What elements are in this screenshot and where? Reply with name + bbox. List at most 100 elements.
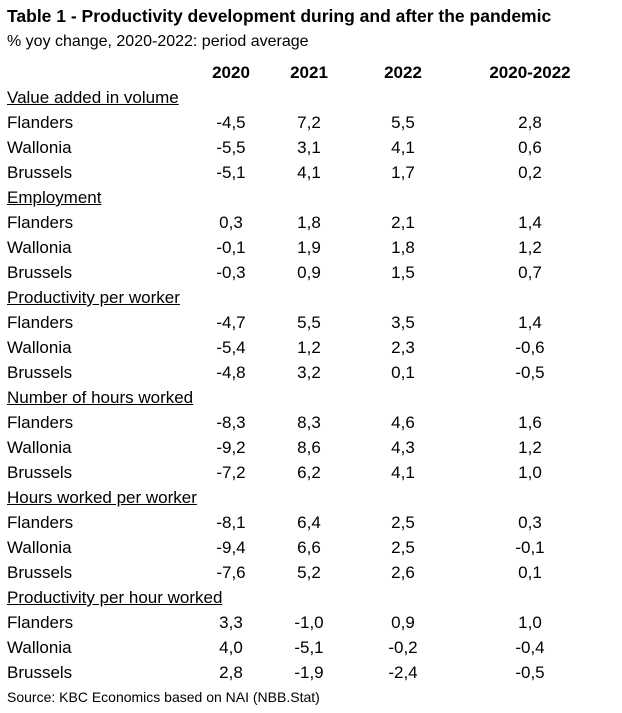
value-cell: 0,2 <box>518 163 542 182</box>
value-cell: 4,0 <box>219 638 243 657</box>
value-cell: 1,4 <box>518 313 542 332</box>
productivity-table: 2020 2021 2022 2020-2022 Value added in … <box>0 60 622 685</box>
value-cell: 1,0 <box>518 463 542 482</box>
value-cell: -7,2 <box>216 463 246 482</box>
value-cell: -8,1 <box>216 513 246 532</box>
region-label: Wallonia <box>7 138 72 157</box>
column-header: 2020-2022 <box>489 63 571 82</box>
value-cell: -9,4 <box>216 538 246 557</box>
value-cell: -7,6 <box>216 563 246 582</box>
value-cell: -0,1 <box>216 238 246 257</box>
value-cell: -1,0 <box>294 613 324 632</box>
value-cell: 1,0 <box>518 613 542 632</box>
value-cell: 1,8 <box>297 213 321 232</box>
region-label: Brussels <box>7 363 73 382</box>
value-cell: 0,6 <box>518 138 542 157</box>
region-label: Wallonia <box>7 438 72 457</box>
section-row: Productivity per hour worked <box>0 585 622 610</box>
value-cell: -4,7 <box>216 313 246 332</box>
table-row: Wallonia -9,4 6,6 2,5 -0,1 <box>0 535 622 560</box>
column-header: 2021 <box>290 63 328 82</box>
region-label: Brussels <box>7 563 73 582</box>
value-cell: 0,7 <box>518 263 542 282</box>
region-label: Brussels <box>7 663 73 682</box>
value-cell: 8,6 <box>297 438 321 457</box>
table-row: Wallonia -9,2 8,6 4,3 1,2 <box>0 435 622 460</box>
region-label: Wallonia <box>7 238 72 257</box>
table-row: Flanders -4,7 5,5 3,5 1,4 <box>0 310 622 335</box>
value-cell: 8,3 <box>297 413 321 432</box>
region-label: Brussels <box>7 263 73 282</box>
value-cell: 1,8 <box>391 238 415 257</box>
section-heading: Productivity per hour worked <box>7 588 223 607</box>
value-cell: 1,9 <box>297 238 321 257</box>
table-row: Brussels -7,6 5,2 2,6 0,1 <box>0 560 622 585</box>
table-row: Flanders 0,3 1,8 2,1 1,4 <box>0 210 622 235</box>
region-label: Wallonia <box>7 538 72 557</box>
region-label: Brussels <box>7 463 73 482</box>
value-cell: 3,1 <box>297 138 321 157</box>
value-cell: -0,6 <box>515 338 545 357</box>
value-cell: 0,1 <box>518 563 542 582</box>
table-row: Wallonia -5,5 3,1 4,1 0,6 <box>0 135 622 160</box>
value-cell: -0,5 <box>515 363 545 382</box>
value-cell: -0,4 <box>515 638 545 657</box>
region-label: Wallonia <box>7 638 72 657</box>
table-row: Brussels -5,1 4,1 1,7 0,2 <box>0 160 622 185</box>
value-cell: 1,2 <box>518 438 542 457</box>
value-cell: 1,4 <box>518 213 542 232</box>
region-label: Wallonia <box>7 338 72 357</box>
value-cell: -5,5 <box>216 138 246 157</box>
region-label: Flanders <box>7 413 74 432</box>
value-cell: 1,2 <box>518 238 542 257</box>
value-cell: 1,5 <box>391 263 415 282</box>
value-cell: 3,2 <box>297 363 321 382</box>
region-label: Flanders <box>7 113 74 132</box>
value-cell: 2,3 <box>391 338 415 357</box>
value-cell: -5,1 <box>294 638 324 657</box>
table-row: Flanders -8,1 6,4 2,5 0,3 <box>0 510 622 535</box>
section-heading: Employment <box>7 188 102 207</box>
value-cell: 6,6 <box>297 538 321 557</box>
value-cell: 0,3 <box>219 213 243 232</box>
value-cell: 0,3 <box>518 513 542 532</box>
value-cell: 3,3 <box>219 613 243 632</box>
table-row: Flanders -4,5 7,2 5,5 2,8 <box>0 110 622 135</box>
table-subtitle: % yoy change, 2020-2022: period average <box>7 33 309 50</box>
table-title: Table 1 - Productivity development durin… <box>7 6 552 26</box>
value-cell: 2,8 <box>518 113 542 132</box>
value-cell: -1,9 <box>294 663 324 682</box>
table-row: Brussels -7,2 6,2 4,1 1,0 <box>0 460 622 485</box>
value-cell: 4,6 <box>391 413 415 432</box>
section-row: Value added in volume <box>0 85 622 110</box>
value-cell: 4,3 <box>391 438 415 457</box>
value-cell: 6,4 <box>297 513 321 532</box>
region-label: Flanders <box>7 613 74 632</box>
value-cell: 2,5 <box>391 538 415 557</box>
table-body: Value added in volume Flanders -4,5 7,2 5,5 2… <box>0 85 622 685</box>
value-cell: 1,2 <box>297 338 321 357</box>
value-cell: 0,1 <box>391 363 415 382</box>
value-cell: 5,2 <box>297 563 321 582</box>
section-heading: Number of hours worked <box>7 388 194 407</box>
value-cell: 0,9 <box>297 263 321 282</box>
value-cell: -5,4 <box>216 338 246 357</box>
value-cell: 3,5 <box>391 313 415 332</box>
value-cell: 2,1 <box>391 213 415 232</box>
value-cell: 5,5 <box>391 113 415 132</box>
value-cell: -9,2 <box>216 438 246 457</box>
section-row: Employment <box>0 185 622 210</box>
table-row: Flanders -8,3 8,3 4,6 1,6 <box>0 410 622 435</box>
column-header: 2020 <box>212 63 250 82</box>
value-cell: -0,3 <box>216 263 246 282</box>
region-label: Flanders <box>7 213 74 232</box>
value-cell: -8,3 <box>216 413 246 432</box>
value-cell: -5,1 <box>216 163 246 182</box>
section-row: Productivity per worker <box>0 285 622 310</box>
value-cell: -4,5 <box>216 113 246 132</box>
section-heading: Productivity per worker <box>7 288 180 307</box>
region-label: Brussels <box>7 163 73 182</box>
section-row: Number of hours worked <box>0 385 622 410</box>
value-cell: 4,1 <box>391 463 415 482</box>
value-cell: 2,8 <box>219 663 243 682</box>
